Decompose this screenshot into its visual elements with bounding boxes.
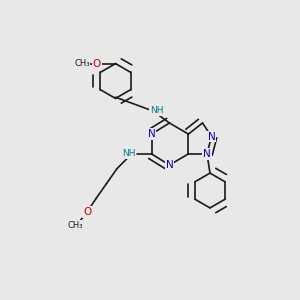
- Text: CH₃: CH₃: [74, 59, 90, 68]
- Text: NH: NH: [150, 106, 163, 115]
- Text: N: N: [208, 131, 215, 142]
- Text: O: O: [93, 58, 101, 69]
- Text: N: N: [203, 149, 211, 159]
- Text: N: N: [166, 160, 173, 170]
- Text: CH₃: CH₃: [67, 220, 83, 230]
- Text: N: N: [148, 129, 155, 139]
- Text: O: O: [83, 207, 91, 217]
- Text: NH: NH: [122, 149, 136, 158]
